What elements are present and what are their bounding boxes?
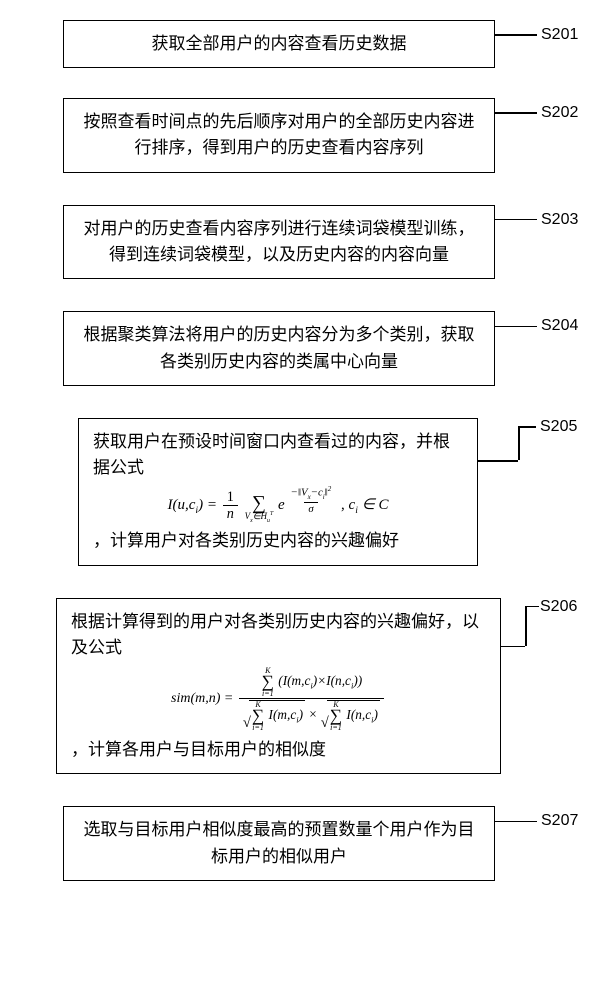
flowchart-step: 获取用户在预设时间窗口内查看过的内容，并根据公式 I(u,ci) = 1n ∑V… <box>10 418 583 565</box>
formula-s205: I(u,ci) = 1n ∑Vx∈HuT e−‖Vx−ci‖2σ , ci ∈ … <box>93 486 463 524</box>
step-box-s206: 根据计算得到的用户对各类别历史内容的兴趣偏好，以及公式 sim(m,n) = K… <box>56 598 501 775</box>
step-label: S201 <box>541 26 578 44</box>
step-text: 对用户的历史查看内容序列进行连续词袋模型训练，得到连续词袋模型，以及历史内容的内… <box>84 219 475 264</box>
formula-s206: sim(m,n) = K∑i=1 (I(m,ci)×I(n,ci)) K∑i=1… <box>71 667 486 731</box>
flowchart-step: 根据聚类算法将用户的历史内容分为多个类别，获取各类别历史内容的类属中心向量 S2… <box>10 311 583 386</box>
step-text: 按照查看时间点的先后顺序对用户的全部历史内容进行排序，得到用户的历史查看内容序列 <box>84 112 475 157</box>
connector-line <box>495 34 537 36</box>
flowchart-step: 选取与目标用户相似度最高的预置数量个用户作为目标用户的相似用户 S207 <box>10 806 583 881</box>
step-label: S204 <box>541 317 578 335</box>
step-label: S202 <box>541 104 578 122</box>
step-label: S205 <box>540 418 577 436</box>
connector-line <box>495 326 537 328</box>
step-text: 根据聚类算法将用户的历史内容分为多个类别，获取各类别历史内容的类属中心向量 <box>84 325 475 370</box>
step-text-suffix: ，计算用户对各类别历史内容的兴趣偏好 <box>93 528 463 554</box>
connector-line <box>495 219 537 221</box>
flowchart-step: 获取全部用户的内容查看历史数据 S201 <box>10 20 583 66</box>
flowchart-step: 根据计算得到的用户对各类别历史内容的兴趣偏好，以及公式 sim(m,n) = K… <box>10 598 583 775</box>
flowchart-root: 获取全部用户的内容查看历史数据 S201 按照查看时间点的先后顺序对用户的全部历… <box>10 20 583 881</box>
connector-line <box>495 821 537 823</box>
step-box-s203: 对用户的历史查看内容序列进行连续词袋模型训练，得到连续词袋模型，以及历史内容的内… <box>63 205 495 280</box>
step-box-s201: 获取全部用户的内容查看历史数据 <box>63 20 495 68</box>
step-box-s204: 根据聚类算法将用户的历史内容分为多个类别，获取各类别历史内容的类属中心向量 <box>63 311 495 386</box>
flowchart-step: 按照查看时间点的先后顺序对用户的全部历史内容进行排序，得到用户的历史查看内容序列… <box>10 98 583 173</box>
connector-elbow <box>478 460 538 500</box>
step-text-suffix: ，计算各用户与目标用户的相似度 <box>71 737 486 763</box>
connector-elbow <box>501 646 551 688</box>
step-text: 获取全部用户的内容查看历史数据 <box>152 34 407 53</box>
step-box-s202: 按照查看时间点的先后顺序对用户的全部历史内容进行排序，得到用户的历史查看内容序列 <box>63 98 495 173</box>
flowchart-step: 对用户的历史查看内容序列进行连续词袋模型训练，得到连续词袋模型，以及历史内容的内… <box>10 205 583 280</box>
step-label: S207 <box>541 812 578 830</box>
step-text-prefix: 获取用户在预设时间窗口内查看过的内容，并根据公式 <box>93 429 463 482</box>
step-text: 选取与目标用户相似度最高的预置数量个用户作为目标用户的相似用户 <box>84 820 475 865</box>
step-box-s207: 选取与目标用户相似度最高的预置数量个用户作为目标用户的相似用户 <box>63 806 495 881</box>
step-box-s205: 获取用户在预设时间窗口内查看过的内容，并根据公式 I(u,ci) = 1n ∑V… <box>78 418 478 565</box>
step-label: S206 <box>540 598 577 616</box>
step-label: S203 <box>541 211 578 229</box>
connector-line <box>495 112 537 114</box>
step-text-prefix: 根据计算得到的用户对各类别历史内容的兴趣偏好，以及公式 <box>71 609 486 662</box>
